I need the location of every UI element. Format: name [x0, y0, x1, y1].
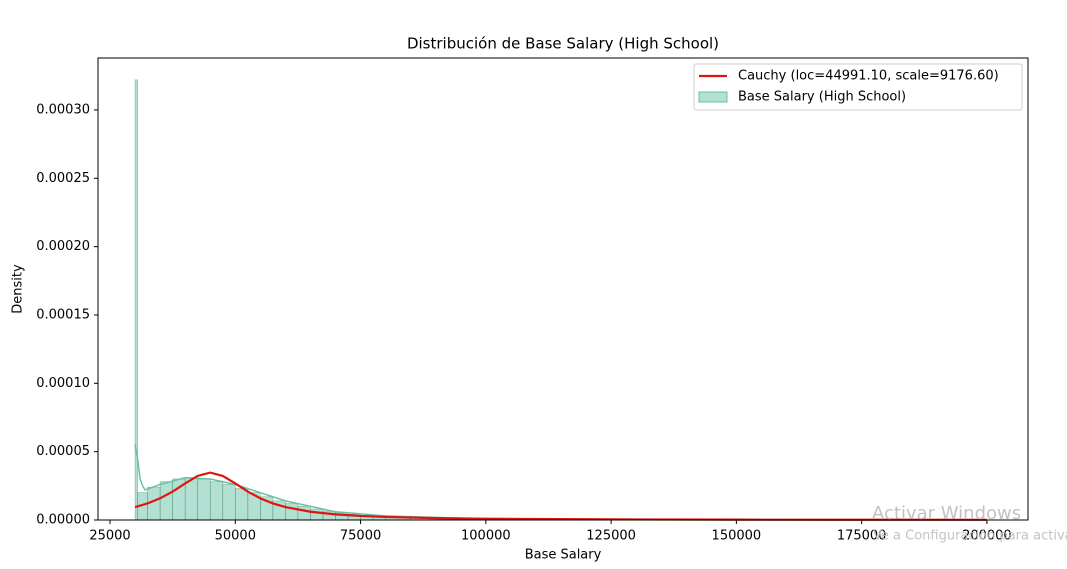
histogram-bar [184, 477, 199, 521]
legend-label: Cauchy (loc=44991.10, scale=9176.60) [738, 69, 999, 84]
x-tick-label: 50000 [215, 529, 256, 544]
legend-label: Base Salary (High School) [738, 90, 906, 105]
y-tick-label: 0.00010 [36, 376, 90, 391]
x-tick-label: 150000 [712, 529, 762, 544]
histogram-bar [209, 481, 224, 521]
x-tick-label: 175000 [837, 529, 887, 544]
y-tick-label: 0.00000 [36, 513, 90, 528]
histogram-bar [310, 508, 324, 521]
y-axis-label: Density [11, 264, 26, 314]
histogram-bar [222, 484, 236, 521]
y-tick-label: 0.00005 [36, 444, 90, 459]
watermark-title: Activar Windows [872, 503, 1021, 524]
y-tick-label: 0.00020 [36, 239, 90, 254]
x-tick-label: 200000 [962, 529, 1012, 544]
y-tick-label: 0.00030 [36, 102, 90, 117]
x-tick-label: 100000 [461, 529, 511, 544]
y-tick-label: 0.00025 [36, 171, 90, 186]
watermark-subtitle: Ve a Configuración para activar Windows [873, 529, 1067, 544]
histogram-bar [285, 503, 299, 521]
legend-box [693, 63, 1023, 111]
histogram-bar [197, 478, 211, 521]
histogram-bar [159, 481, 173, 521]
x-axis-label: Base Salary [525, 548, 602, 563]
legend-swatch-hist [698, 91, 728, 103]
plot-frame [97, 57, 1029, 521]
chart-title: Distribución de Base Salary (High School… [407, 35, 719, 53]
fit-line [134, 471, 987, 521]
x-tick-label: 125000 [586, 529, 636, 544]
x-tick-label: 25000 [89, 529, 130, 544]
histogram-bar [297, 506, 311, 521]
x-tick-label: 75000 [340, 529, 381, 544]
histogram-bar [234, 488, 249, 521]
y-tick-label: 0.00015 [36, 307, 90, 322]
